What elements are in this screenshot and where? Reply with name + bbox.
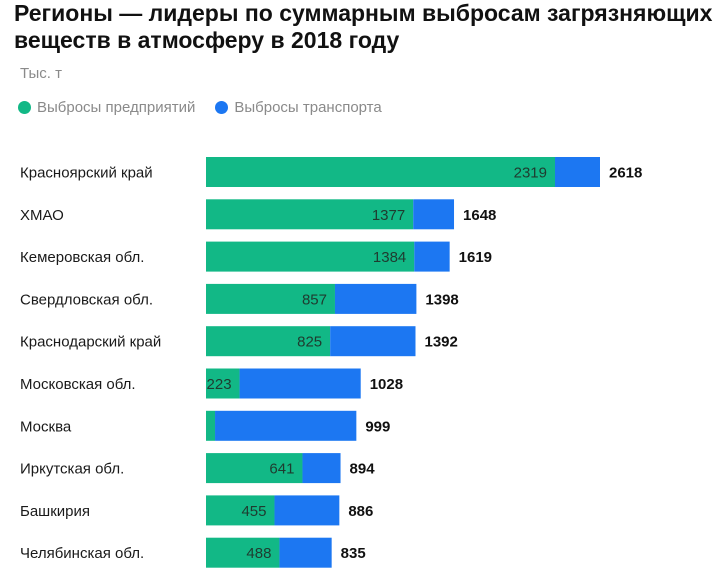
category-label: Башкирия: [20, 503, 90, 520]
bar-transport: [274, 495, 340, 526]
legend-swatch-transport: [215, 101, 229, 114]
category-label: Свердловская обл.: [20, 291, 153, 308]
category-label: Челябинская обл.: [20, 545, 144, 562]
data-label-total: 2618: [609, 165, 642, 182]
data-label-total: 1398: [425, 291, 458, 308]
bar-transport: [330, 326, 416, 357]
bar-enterprises: [206, 495, 275, 526]
bar-enterprises: [206, 241, 415, 272]
category-label: Красноярский край: [20, 165, 153, 182]
bar-enterprises: [206, 199, 414, 230]
data-label-total: 894: [350, 461, 376, 478]
category-label: Кемеровская обл.: [20, 249, 144, 266]
data-label-total: 1028: [370, 376, 403, 393]
bar-transport: [334, 283, 417, 314]
bar-enterprises: [206, 326, 331, 357]
bar-transport: [302, 453, 341, 484]
data-label-enterprises: 1377: [372, 207, 405, 224]
data-label-enterprises: 857: [302, 291, 327, 308]
bar-transport: [215, 410, 357, 441]
bar-enterprises: [206, 368, 240, 399]
data-label-enterprises: 1384: [373, 249, 406, 266]
chart-title: Регионы — лидеры по суммарным выбросам з…: [14, 0, 713, 53]
bar-transport: [413, 199, 455, 230]
unit-label: Тыс. т: [20, 65, 62, 82]
bar-enterprises: [206, 410, 216, 441]
data-label-total: 1392: [424, 334, 457, 351]
bar-enterprises: [206, 157, 556, 187]
legend: Выбросы предприятий Выбросы транспорта: [18, 99, 402, 116]
bar-transport: [555, 157, 600, 187]
data-label-total: 999: [365, 418, 390, 435]
bar-enterprises: [206, 283, 335, 314]
category-label: Московская обл.: [20, 376, 136, 393]
data-label-enterprises: 223: [207, 376, 232, 393]
data-label-enterprises: 455: [241, 503, 266, 520]
bar-transport: [414, 241, 450, 272]
legend-swatch-enterprises: [18, 101, 31, 114]
bar-transport: [279, 537, 332, 568]
data-label-enterprises: 825: [297, 334, 322, 351]
category-label: Москва: [20, 418, 72, 435]
data-label-total: 886: [348, 503, 373, 520]
legend-item-transport: Выбросы транспорта: [215, 99, 382, 116]
data-label-enterprises: 2319: [514, 165, 547, 182]
data-label-enterprises: 488: [246, 545, 271, 562]
data-label-total: 1648: [463, 207, 496, 224]
legend-label-enterprises: Выбросы предприятий: [37, 99, 196, 116]
data-label-enterprises: 641: [269, 461, 294, 478]
bar-transport: [239, 368, 361, 399]
category-label: ХМАО: [20, 207, 64, 224]
category-label: Краснодарский край: [20, 334, 161, 351]
category-label: Иркутская обл.: [20, 461, 124, 478]
data-label-total: 1619: [459, 249, 492, 266]
bar-enterprises: [206, 453, 303, 484]
bar-enterprises: [206, 537, 280, 568]
legend-item-enterprises: Выбросы предприятий: [18, 99, 195, 116]
data-label-total: 835: [341, 545, 366, 562]
legend-label-transport: Выбросы транспорта: [234, 99, 382, 116]
